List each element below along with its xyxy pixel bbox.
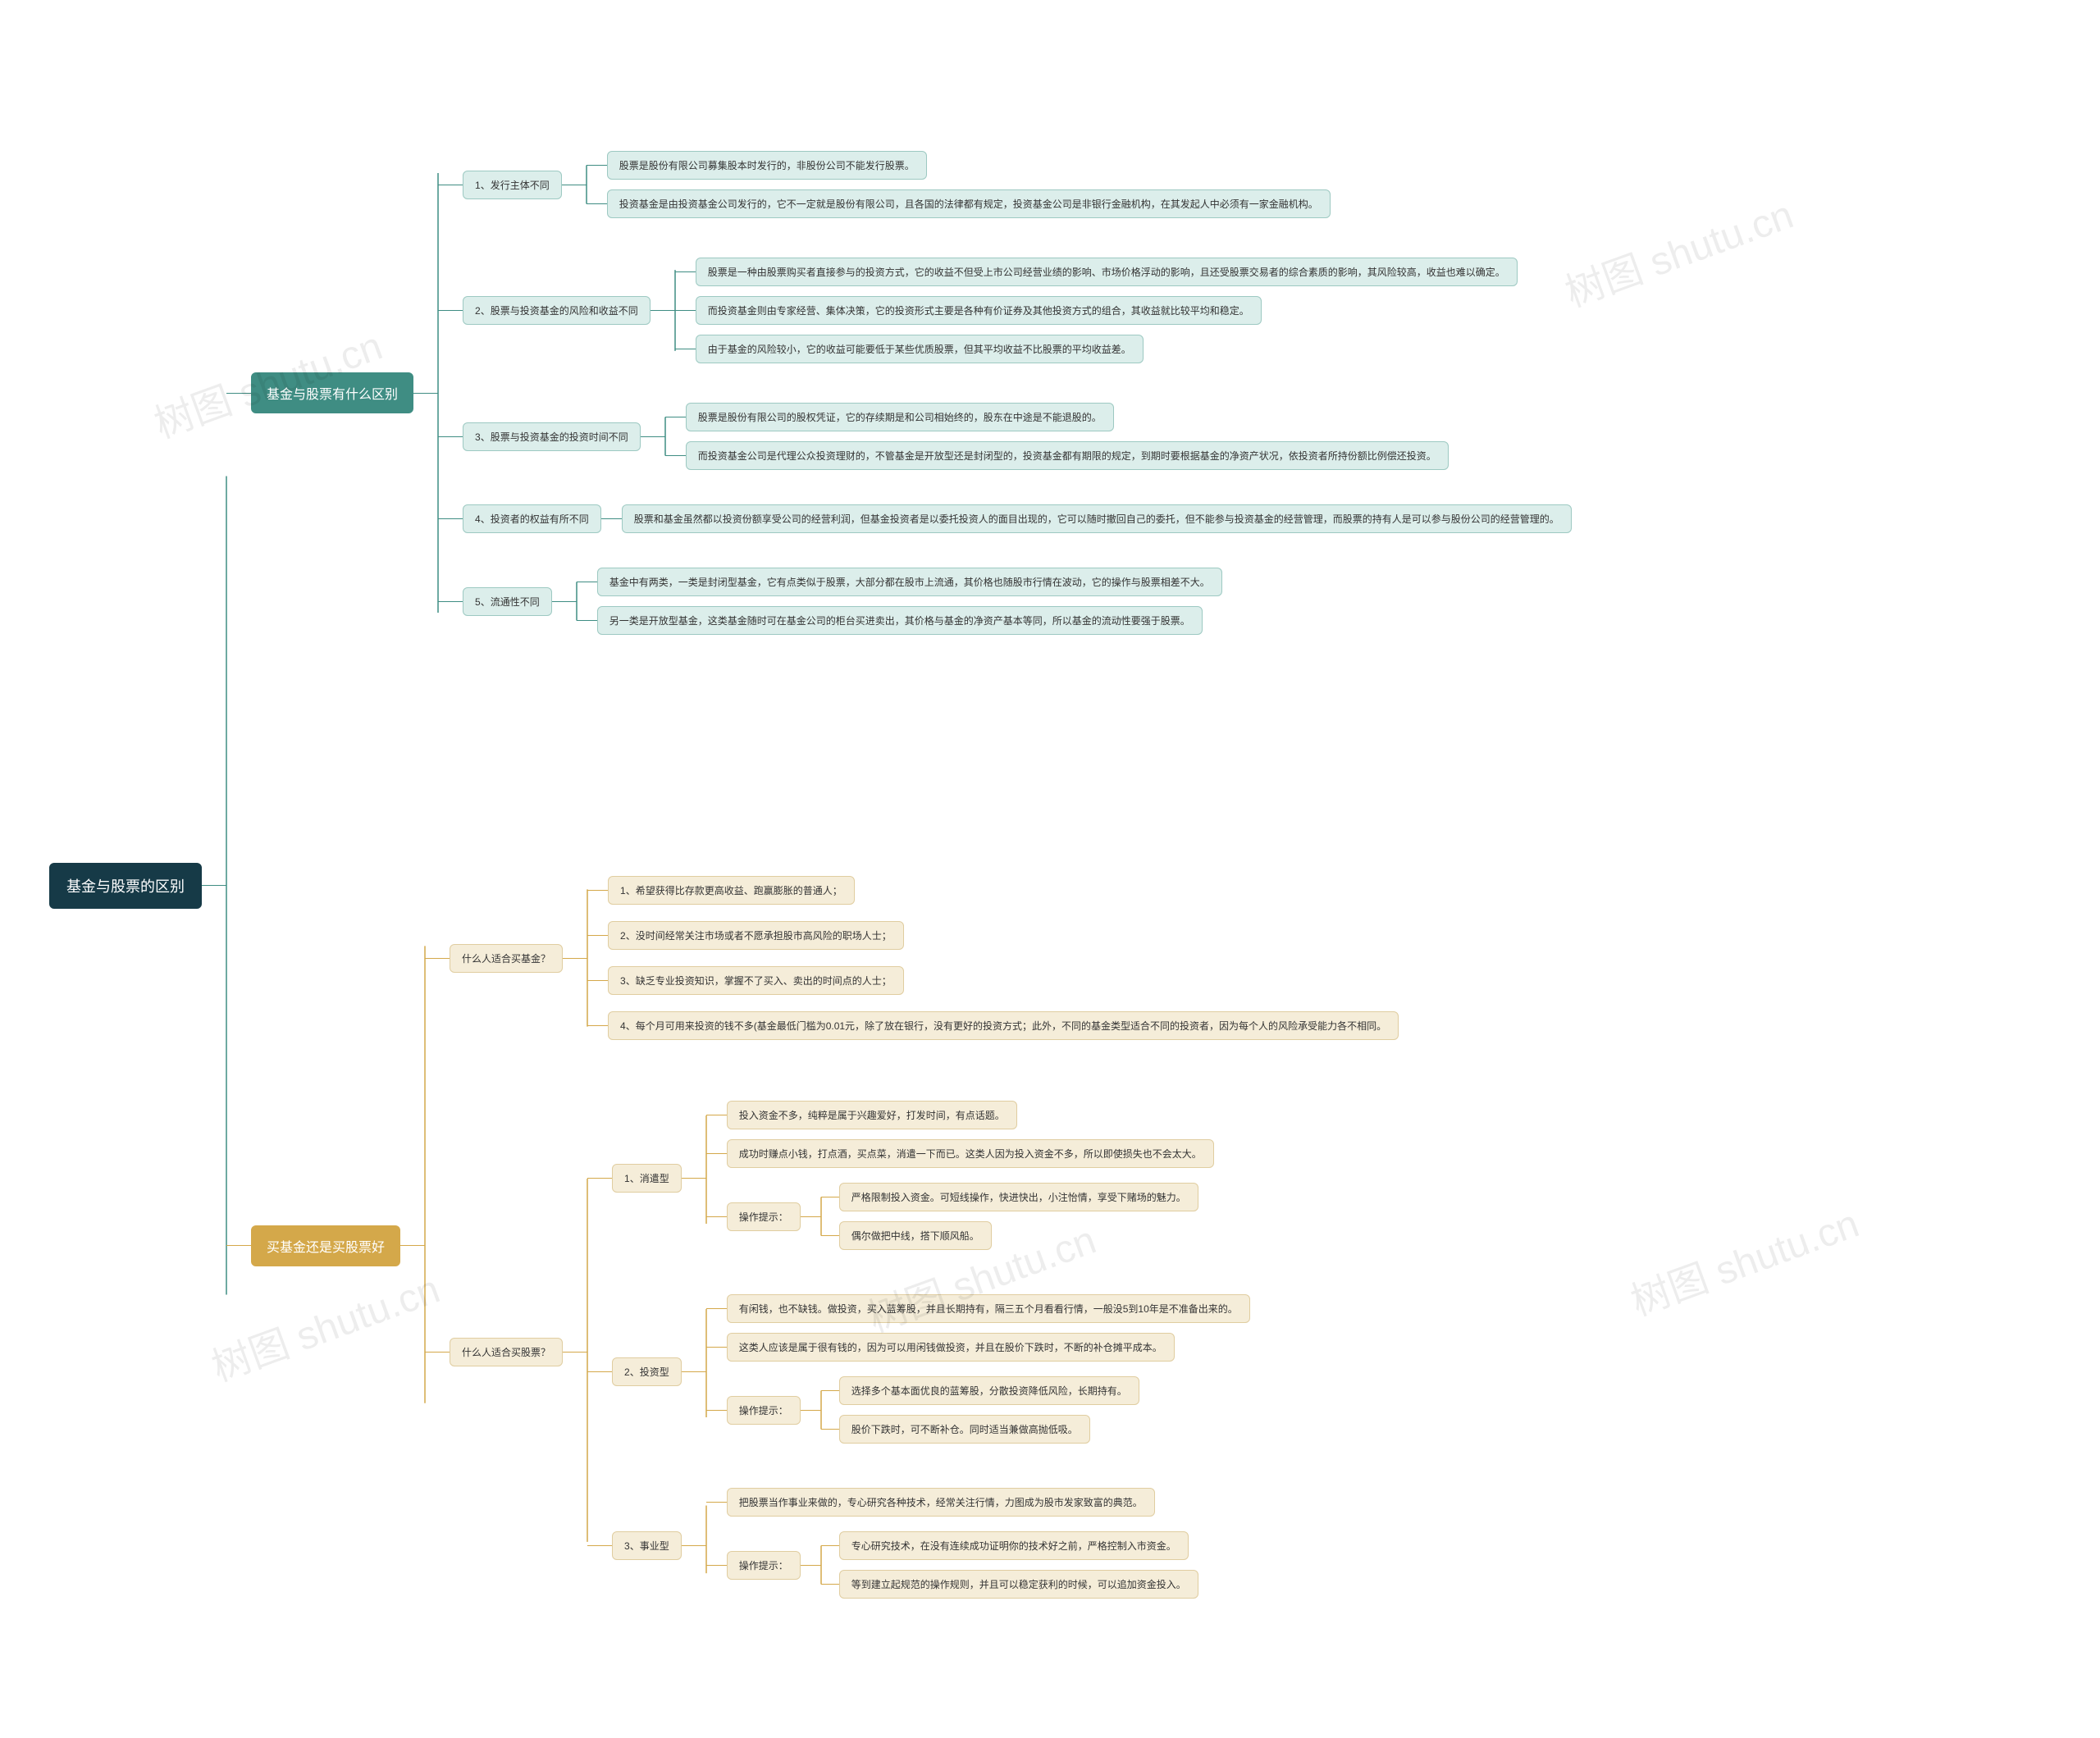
- leaf: 而投资基金公司是代理公众投资理财的，不管基金是开放型还是封闭型的，投资基金都有期…: [686, 441, 1449, 470]
- branch-b-title: 买基金还是买股票好: [251, 1225, 400, 1266]
- node-tip: 操作提示：: [727, 1396, 801, 1425]
- node-tip: 操作提示：: [727, 1202, 801, 1231]
- leaf: 投入资金不多，纯粹是属于兴趣爱好，打发时间，有点话题。: [727, 1101, 1017, 1129]
- leaf: 把股票当作事业来做的，专心研究各种技术，经常关注行情，力图成为股市发家致富的典范…: [727, 1488, 1155, 1517]
- leaf: 股票和基金虽然都以投资份额享受公司的经营利润，但基金投资者是以委托投资人的面目出…: [622, 504, 1572, 533]
- branch-a-title: 基金与股票有什么区别: [251, 372, 413, 413]
- leaf: 成功时赚点小钱，打点酒，买点菜，消遣一下而已。这类人因为投入资金不多，所以即使损…: [727, 1139, 1214, 1168]
- leaf: 专心研究技术，在没有连续成功证明你的技术好之前，严格控制入市资金。: [839, 1531, 1189, 1560]
- leaf: 等到建立起规范的操作规则，并且可以稳定获利的时候，可以追加资金投入。: [839, 1570, 1198, 1599]
- node-a2: 2、股票与投资基金的风险和收益不同: [463, 296, 651, 325]
- leaf: 股票是股份有限公司的股权凭证，它的存续期是和公司相始终的，股东在中途是不能退股的…: [686, 403, 1114, 431]
- leaf: 有闲钱，也不缺钱。做投资，买入蓝筹股，并且长期持有，隔三五个月看看行情，一般没5…: [727, 1294, 1250, 1323]
- watermark: 树图 shutu.cn: [1556, 182, 1800, 317]
- leaf: 基金中有两类，一类是封闭型基金，它有点类似于股票，大部分都在股市上流通，其价格也…: [597, 568, 1222, 596]
- node-a5: 5、流通性不同: [463, 587, 552, 616]
- leaf: 选择多个基本面优良的蓝筹股，分散投资降低风险，长期持有。: [839, 1376, 1139, 1405]
- leaf: 股价下跌时，可不断补仓。同时适当兼做高抛低吸。: [839, 1415, 1090, 1444]
- node-a1: 1、发行主体不同: [463, 171, 562, 199]
- watermark: 树图 shutu.cn: [1622, 1191, 1865, 1326]
- leaf: 而投资基金则由专家经营、集体决策，它的投资形式主要是各种有价证券及其他投资方式的…: [696, 296, 1262, 325]
- leaf: 3、缺乏专业投资知识，掌握不了买入、卖出的时间点的人士；: [608, 966, 904, 995]
- leaf: 1、希望获得比存款更高收益、跑赢膨胀的普通人；: [608, 876, 855, 905]
- mindmap-root-container: 基金与股票的区别 基金与股票有什么区别 1、发行主体不同 股票是股份有限公司募集…: [49, 33, 1572, 1738]
- leaf: 严格限制投入资金。可短线操作，快进快出，小注怡情，享受下赌场的魅力。: [839, 1183, 1198, 1211]
- node-type3: 3、事业型: [612, 1531, 682, 1560]
- leaf: 投资基金是由投资基金公司发行的，它不一定就是股份有限公司，且各国的法律都有规定，…: [607, 189, 1331, 218]
- root-node: 基金与股票的区别: [49, 863, 202, 909]
- leaf: 由于基金的风险较小，它的收益可能要低于某些优质股票，但其平均收益不比股票的平均收…: [696, 335, 1144, 363]
- leaf: 2、没时间经常关注市场或者不愿承担股市高风险的职场人士；: [608, 921, 904, 950]
- leaf: 这类人应该是属于很有钱的，因为可以用闲钱做投资，并且在股价下跌时，不断的补仓摊平…: [727, 1333, 1175, 1362]
- node-a4: 4、投资者的权益有所不同: [463, 504, 601, 533]
- leaf: 偶尔做把中线，搭下顺风船。: [839, 1221, 992, 1250]
- node-type1: 1、消遣型: [612, 1164, 682, 1193]
- leaf: 股票是股份有限公司募集股本时发行的，非股份公司不能发行股票。: [607, 151, 927, 180]
- leaf: 股票是一种由股票购买者直接参与的投资方式，它的收益不但受上市公司经营业绩的影响、…: [696, 258, 1518, 286]
- leaf: 另一类是开放型基金，这类基金随时可在基金公司的柜台买进卖出，其价格与基金的净资产…: [597, 606, 1203, 635]
- node-tip: 操作提示：: [727, 1551, 801, 1580]
- node-b-q1: 什么人适合买基金？: [450, 944, 563, 973]
- leaf: 4、每个月可用来投资的钱不多(基金最低门槛为0.01元，除了放在银行，没有更好的…: [608, 1011, 1399, 1040]
- node-a3: 3、股票与投资基金的投资时间不同: [463, 422, 641, 451]
- node-b-q2: 什么人适合买股票？: [450, 1338, 563, 1366]
- node-type2: 2、投资型: [612, 1357, 682, 1386]
